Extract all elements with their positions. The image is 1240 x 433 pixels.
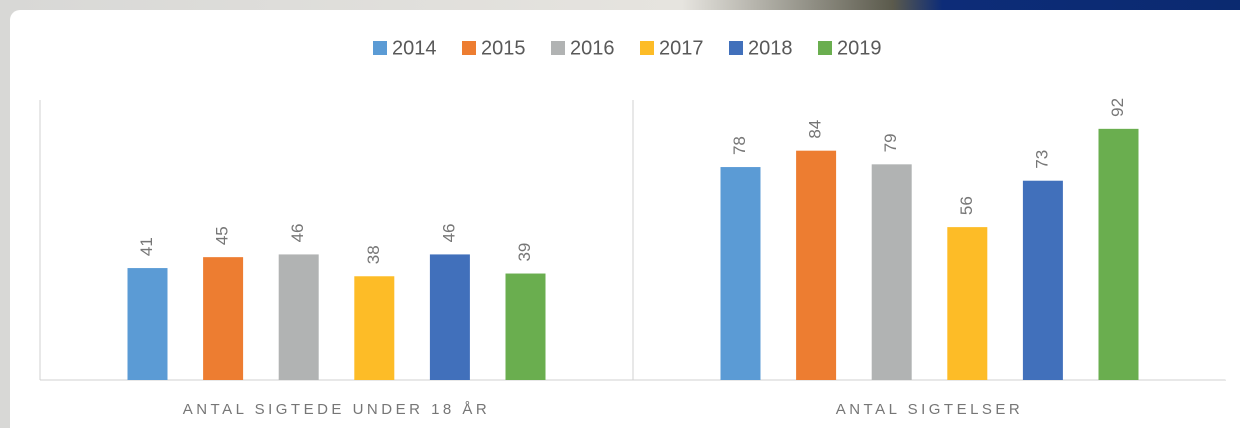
- legend-swatch: [640, 41, 654, 55]
- bar: [1023, 181, 1063, 380]
- legend-swatch: [818, 41, 832, 55]
- bar: [1099, 129, 1139, 380]
- data-label: 56: [957, 196, 976, 215]
- data-label: 92: [1108, 98, 1127, 117]
- legend-label: 2018: [748, 37, 793, 59]
- bar: [279, 254, 319, 380]
- bar: [506, 274, 546, 380]
- legend-label: 2019: [837, 37, 882, 59]
- legend-label: 2016: [570, 37, 615, 59]
- bar: [947, 227, 987, 380]
- legend-swatch: [462, 41, 476, 55]
- bar: [721, 167, 761, 380]
- bar: [796, 151, 836, 380]
- legend-swatch: [373, 41, 387, 55]
- bar: [872, 164, 912, 380]
- category-label: ANTAL SIGTELSER: [836, 401, 1024, 418]
- legend-swatch: [729, 41, 743, 55]
- category-label: ANTAL SIGTEDE UNDER 18 ÅR: [183, 401, 491, 418]
- bar: [354, 276, 394, 380]
- data-label: 45: [213, 226, 232, 245]
- data-label: 79: [881, 133, 900, 152]
- bar: [203, 257, 243, 380]
- data-label: 46: [288, 223, 307, 242]
- data-label: 41: [137, 237, 156, 256]
- data-label: 46: [439, 223, 458, 242]
- data-label: 78: [730, 136, 749, 155]
- legend-swatch: [551, 41, 565, 55]
- chart: 2014 2015 2016 2017 2018 2019 ANTAL SIGTEDE UN…: [0, 0, 1240, 428]
- legend-label: 2014: [392, 37, 437, 59]
- bar: [430, 254, 470, 380]
- data-label: 39: [515, 243, 534, 262]
- bar: [128, 268, 168, 380]
- data-label: 73: [1032, 150, 1051, 169]
- legend-label: 2017: [659, 37, 704, 59]
- data-label: 38: [364, 245, 383, 264]
- page: 2014 2015 2016 2017 2018 2019 ANTAL SIGTEDE UN…: [0, 0, 1240, 428]
- data-label: 84: [806, 120, 825, 139]
- legend-label: 2015: [481, 37, 526, 59]
